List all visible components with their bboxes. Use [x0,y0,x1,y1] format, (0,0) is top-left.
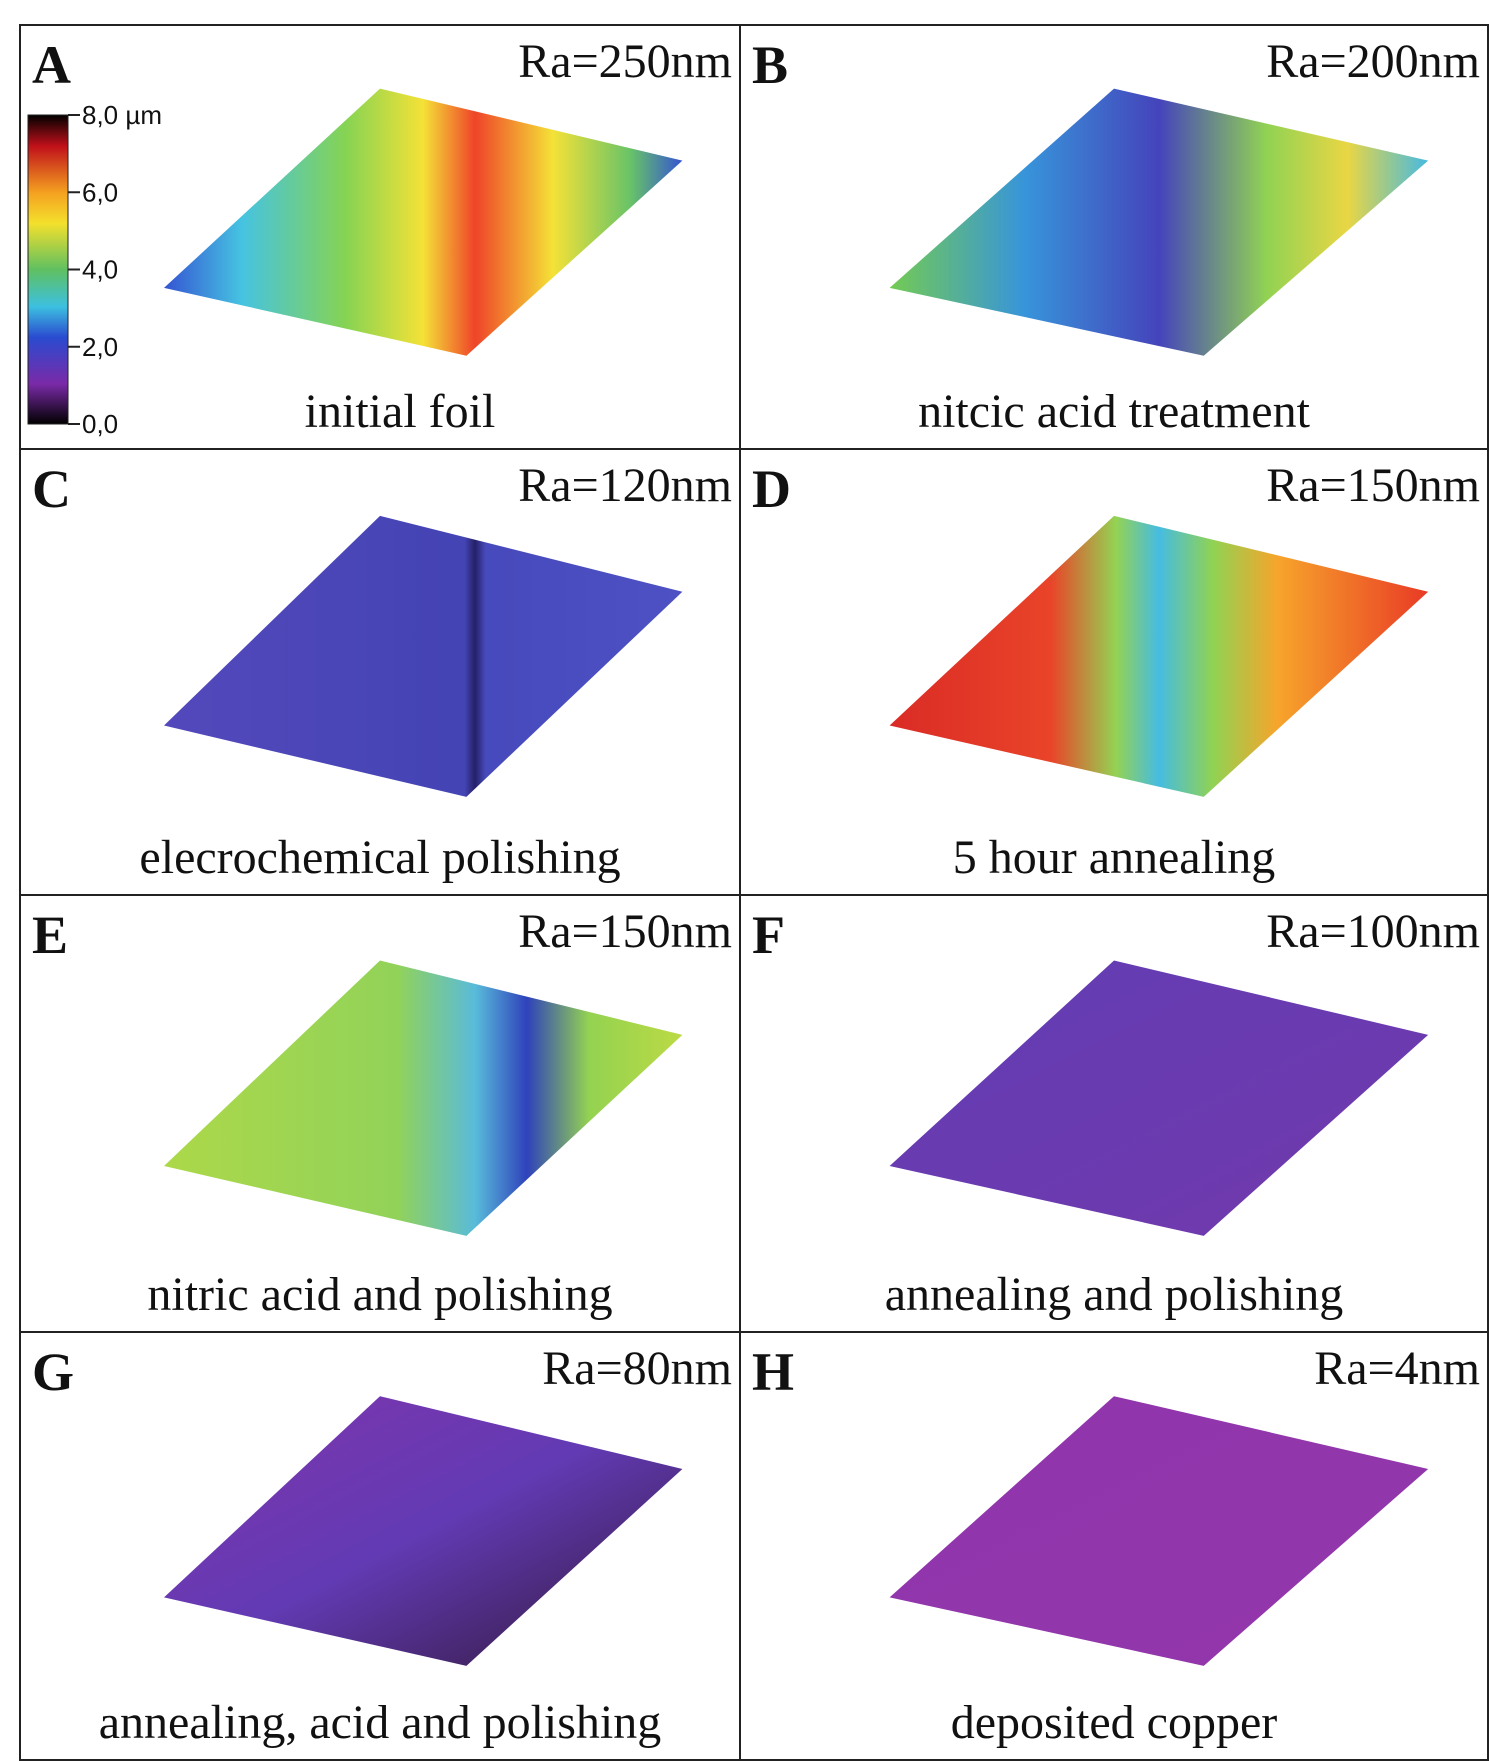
panel-caption: deposited copper [951,1696,1278,1749]
roughness-label: Ra=200nm [1266,35,1480,88]
surface-image [890,516,1429,797]
panel-caption: annealing, acid and polishing [99,1696,662,1749]
panel-caption: 5 hour annealing [953,831,1276,884]
roughness-label: Ra=150nm [518,905,732,958]
panel-letter: A [32,35,71,95]
panel-caption: nitric acid and polishing [147,1268,612,1321]
panel-letter: D [752,459,791,519]
colorbar-label: 6,0 [82,177,118,207]
panel-letter: B [752,35,788,95]
roughness-label: Ra=150nm [1266,459,1480,512]
panel-letter: C [32,459,71,519]
panel-caption: initial foil [305,385,496,438]
surface-image [890,1396,1429,1666]
panel-caption: annealing and polishing [885,1268,1344,1321]
colorbar-label: 4,0 [82,255,118,285]
surface-image [890,961,1429,1236]
surface-image [164,516,682,797]
colorbar-label: 8,0 µm [82,100,162,130]
roughness-label: Ra=4nm [1314,1342,1480,1395]
roughness-label: Ra=100nm [1266,905,1480,958]
page: A Ra=250nm initial foil 8,0 µm 6,0 4,0 2,0 0,0 B… [0,0,1492,1761]
panel-letter: F [752,905,785,965]
panel-letter: H [752,1342,794,1402]
figure: A Ra=250nm initial foil 8,0 µm 6,0 4,0 2,0 0,0 B… [0,0,1492,1761]
surface-image [164,961,682,1236]
surface-image [164,89,682,356]
roughness-label: Ra=80nm [542,1342,732,1395]
panel-caption: elecrochemical polishing [139,831,620,884]
panel-letter: E [32,905,68,965]
colorbar-label: 0,0 [82,409,118,439]
surface-image [164,1396,682,1666]
panel-letter: G [32,1342,74,1402]
roughness-label: Ra=120nm [518,459,732,512]
surface-image [890,89,1429,356]
panel-caption: nitcic acid treatment [918,385,1310,438]
colorbar-label: 2,0 [82,332,118,362]
colorbar [28,115,68,424]
roughness-label: Ra=250nm [518,35,732,88]
